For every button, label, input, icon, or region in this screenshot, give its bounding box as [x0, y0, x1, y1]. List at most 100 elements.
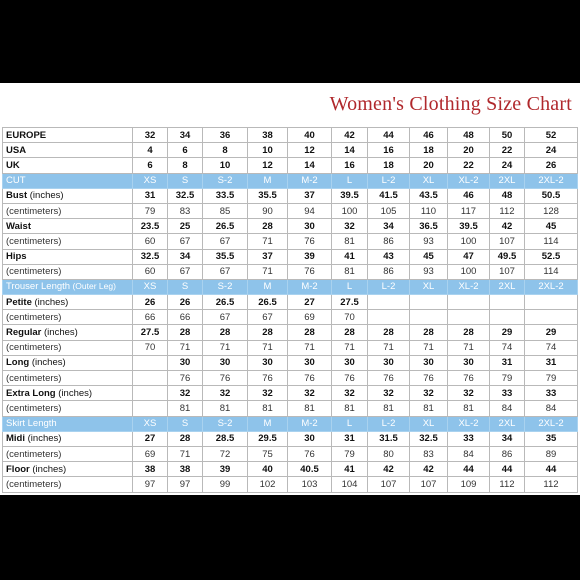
table-cell: 30 — [331, 354, 368, 372]
table-row: Bust (inches) 31 32.5 33.5 35.5 37 39.5 41.5 43.… — [2, 187, 578, 204]
table-cell: 79 — [489, 369, 525, 387]
table-cell: 28 — [447, 324, 490, 341]
table-cell: 39.5 — [447, 218, 490, 235]
table-cell: 48 — [489, 187, 525, 204]
row-label: (centimeters) — [2, 369, 133, 387]
table-cell: 44 — [524, 461, 578, 478]
table-cell: 24 — [524, 142, 578, 159]
row-label: Bust (inches) — [2, 187, 133, 204]
table-cell: 37 — [287, 187, 332, 204]
table-cell: 71 — [247, 233, 288, 250]
table-cell: XL-2 — [447, 415, 490, 432]
table-cell: 22 — [447, 157, 490, 174]
table-cell: 83 — [409, 445, 448, 463]
table-cell: 107 — [489, 233, 525, 250]
table-cell: 30 — [287, 218, 332, 235]
table-cell: 41.5 — [367, 187, 410, 204]
table-row: Midi (inches) 27 28 28.5 29.5 30 31 31.5 32.5 33 3… — [2, 430, 578, 447]
table-cell: 75 — [247, 445, 288, 463]
row-label: Long (inches) — [2, 354, 133, 372]
table-cell: M — [247, 415, 288, 432]
table-cell: 71 — [447, 339, 490, 356]
table-cell — [132, 354, 168, 372]
table-cell: 32.5 — [167, 187, 203, 204]
row-label-text: Long — [6, 357, 30, 369]
table-cell: 93 — [409, 263, 448, 280]
table-cell: 28 — [167, 324, 203, 341]
table-cell: 74 — [489, 339, 525, 356]
row-label-text: Waist — [6, 220, 31, 232]
table-cell: 26 — [132, 294, 168, 311]
table-cell: 60 — [132, 263, 168, 280]
table-cell: S-2 — [202, 172, 248, 189]
section-header-row: CUT XS S S-2 M M-2 L L-2 XL XL-2 2XL 2XL-2 — [2, 172, 578, 189]
table-cell: 86 — [367, 263, 410, 280]
row-label-text: EUROPE — [6, 129, 47, 141]
table-cell: M-2 — [287, 172, 332, 189]
table-row: (centimeters) 60 67 67 71 76 81 86 93 100 107 114 — [2, 263, 578, 280]
row-label: (centimeters) — [2, 339, 133, 356]
table-cell: 40 — [247, 461, 288, 478]
row-label-text: (centimeters) — [6, 342, 62, 354]
table-cell: 107 — [489, 263, 525, 280]
table-cell: 30 — [287, 354, 332, 372]
table-cell: 45 — [409, 248, 448, 265]
section-header-row: Trouser Length (Outer Leg) XS S S-2 M M-2 L L-2… — [2, 278, 578, 296]
row-label-unit: (inches) — [29, 357, 66, 369]
table-cell: 40 — [287, 126, 332, 144]
table-cell: 32 — [287, 385, 332, 402]
table-cell: 34 — [367, 218, 410, 235]
row-label: Extra Long (inches) — [2, 385, 133, 402]
table-cell: 79 — [331, 445, 368, 463]
table-cell — [447, 309, 490, 326]
table-cell: 38 — [247, 126, 288, 144]
table-cell: 71 — [287, 339, 332, 356]
table-row: UK 6 8 10 12 14 16 18 20 22 24 26 — [2, 157, 578, 174]
table-cell: 2XL-2 — [524, 172, 578, 189]
table-cell: 10 — [247, 142, 288, 159]
table-cell: 30 — [247, 354, 288, 372]
table-cell: 27 — [132, 430, 168, 447]
table-cell: 8 — [202, 142, 248, 159]
table-cell: 76 — [409, 369, 448, 387]
table-row: (centimeters) 70 71 71 71 71 71 71 71 71 74 74 — [2, 339, 578, 356]
row-label: (centimeters) — [2, 233, 133, 250]
table-cell: 100 — [447, 263, 490, 280]
table-cell: 86 — [489, 445, 525, 463]
row-label-text: (centimeters) — [6, 448, 62, 460]
row-label-unit: (inches) — [27, 190, 64, 202]
table-cell: 32 — [247, 385, 288, 402]
table-cell: 81 — [331, 233, 368, 250]
table-cell — [489, 294, 525, 311]
table-cell: 100 — [447, 233, 490, 250]
row-label-text: (centimeters) — [6, 402, 62, 414]
table-cell: 26.5 — [247, 294, 288, 311]
table-cell — [367, 309, 410, 326]
table-cell — [132, 385, 168, 402]
table-cell: 69 — [132, 445, 168, 463]
table-cell: 32.5 — [409, 430, 448, 447]
table-cell: 28 — [367, 324, 410, 341]
table-cell: 37 — [247, 248, 288, 265]
row-label-text: (centimeters) — [6, 205, 62, 217]
table-cell: 30 — [367, 354, 410, 372]
table-cell: 31.5 — [367, 430, 410, 447]
row-label: CUT — [2, 172, 133, 189]
row-label: EUROPE — [2, 126, 133, 144]
row-label: (centimeters) — [2, 400, 133, 417]
table-cell — [409, 309, 448, 326]
table-cell: 71 — [367, 339, 410, 356]
table-cell: 32 — [202, 385, 248, 402]
table-cell: 52 — [524, 126, 578, 144]
table-cell: 33 — [447, 430, 490, 447]
table-cell: 76 — [287, 445, 332, 463]
table-cell: 46 — [409, 126, 448, 144]
table-cell: 103 — [287, 476, 332, 493]
table-cell: XS — [132, 172, 168, 189]
row-label-text: Petite — [6, 296, 32, 308]
table-cell: 81 — [167, 400, 203, 417]
row-label-text: (centimeters) — [6, 266, 62, 278]
row-label: Midi (inches) — [2, 430, 133, 447]
row-label-text: Midi — [6, 433, 25, 445]
table-cell: 39.5 — [331, 187, 368, 204]
